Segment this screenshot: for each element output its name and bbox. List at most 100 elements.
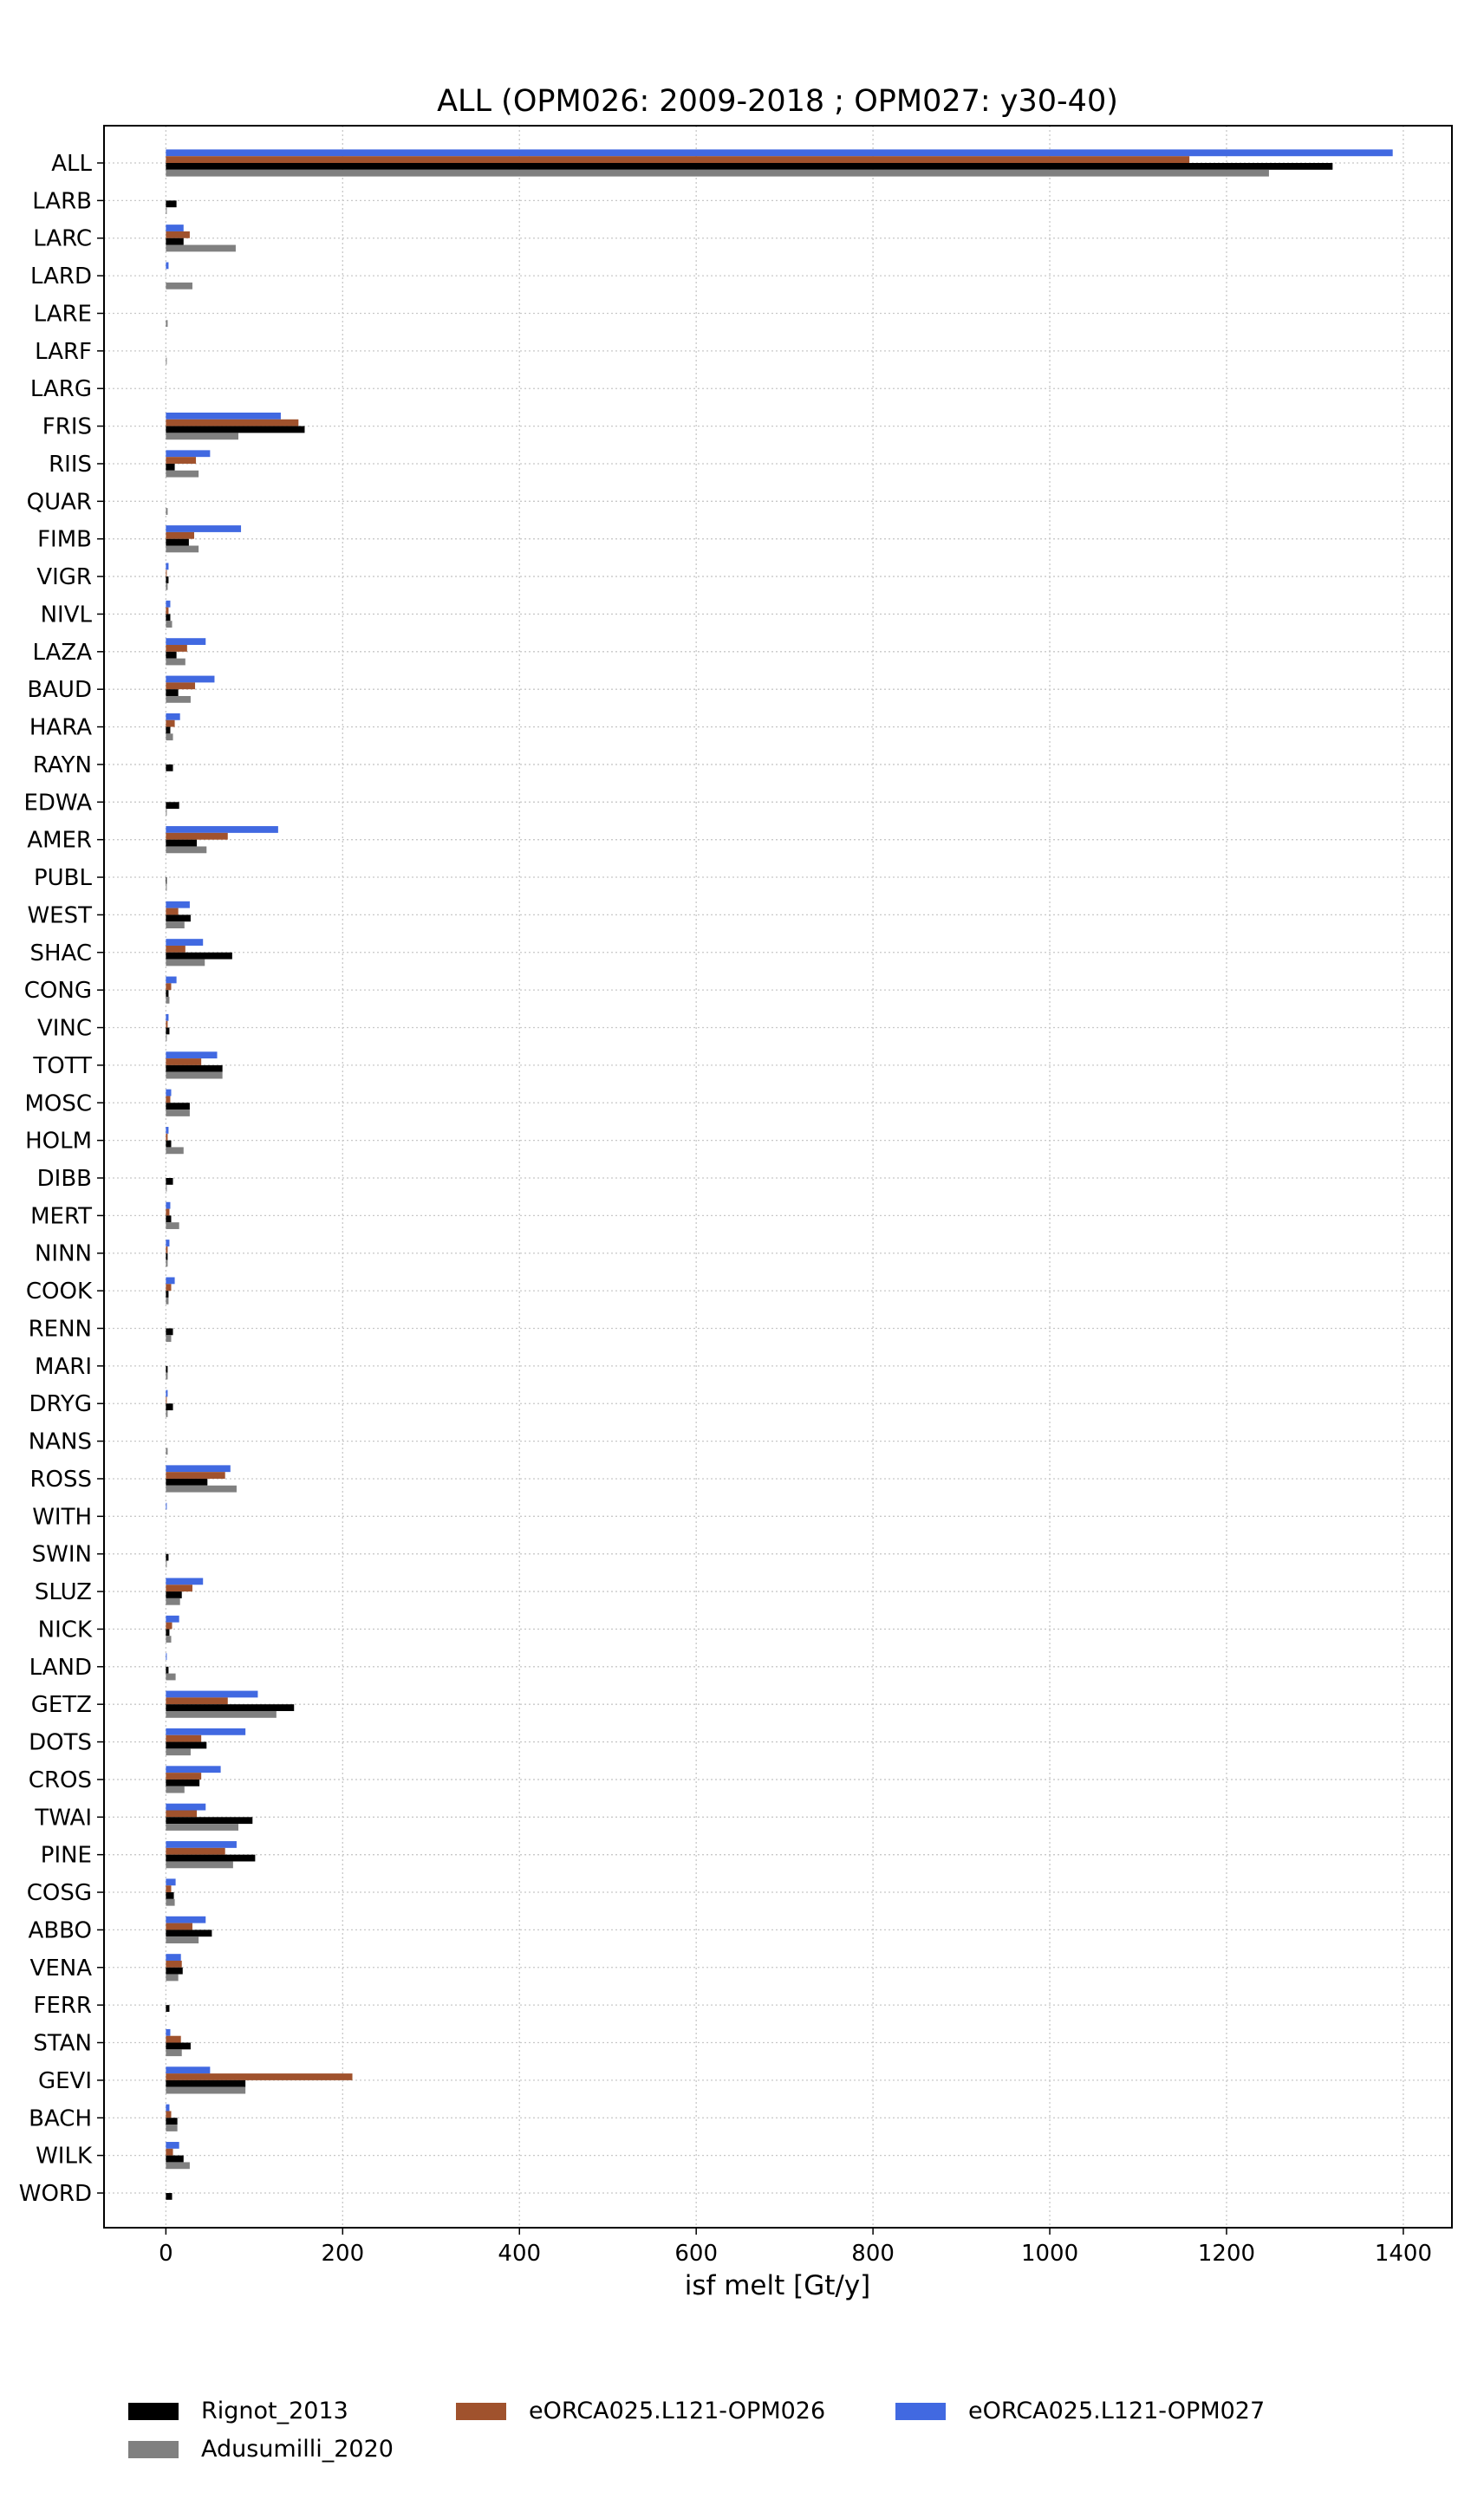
bar-cong-eorca025-l121-opm026 (166, 983, 172, 991)
bar-abbo-rignot-2013 (166, 1930, 212, 1937)
bar-fimb-eorca025-l121-opm026 (166, 531, 195, 539)
bar-laza-rignot-2013 (166, 651, 177, 659)
legend-label-opm027: eORCA025.L121-OPM027 (968, 2398, 1266, 2424)
bar-nick-adusumilli-2020 (166, 1636, 172, 1643)
bar-sluz-rignot-2013 (166, 1591, 182, 1598)
x-tick-label-1000: 1000 (1021, 2241, 1078, 2267)
bar-amer-rignot-2013 (166, 839, 198, 847)
y-tick-label-gevi: GEVI (38, 2068, 92, 2094)
bar-vena-rignot-2013 (166, 1967, 183, 1975)
bar-all-eorca025-l121-opm027 (166, 149, 1393, 157)
y-tick-label-tott: TOTT (32, 1053, 92, 1079)
bar-cook-adusumilli-2020 (166, 1297, 169, 1305)
bar-swin-rignot-2013 (166, 1553, 169, 1561)
bar-quar-adusumilli-2020 (166, 508, 168, 515)
bar-west-rignot-2013 (166, 914, 191, 922)
y-tick-label-bach: BACH (29, 2105, 92, 2131)
legend-swatch-opm027 (895, 2402, 946, 2420)
bar-nivl-rignot-2013 (166, 614, 171, 621)
bar-cros-eorca025-l121-opm027 (166, 1766, 221, 1773)
bar-cros-rignot-2013 (166, 1779, 200, 1786)
y-tick-label-ross: ROSS (29, 1467, 92, 1493)
bar-cros-eorca025-l121-opm026 (166, 1773, 202, 1780)
bar-fris-eorca025-l121-opm027 (166, 412, 281, 420)
bar-ninn-eorca025-l121-opm026 (166, 1246, 168, 1253)
bar-fimb-eorca025-l121-opm027 (166, 525, 242, 532)
bar-wilk-eorca025-l121-opm026 (166, 2148, 173, 2156)
bar-tott-eorca025-l121-opm027 (166, 1051, 218, 1059)
bar-larc-rignot-2013 (166, 238, 184, 245)
bar-pine-eorca025-l121-opm026 (166, 1847, 225, 1855)
bar-ninn-adusumilli-2020 (166, 1259, 168, 1267)
bar-west-eorca025-l121-opm027 (166, 901, 190, 908)
bar-wilk-rignot-2013 (166, 2155, 184, 2163)
bar-all-eorca025-l121-opm026 (166, 156, 1190, 163)
bar-gevi-rignot-2013 (166, 2079, 246, 2087)
bar-laza-eorca025-l121-opm026 (166, 645, 187, 652)
y-tick-label-getz: GETZ (31, 1692, 92, 1718)
y-tick-label-mari: MARI (35, 1354, 92, 1380)
y-tick-label-stan: STAN (33, 2031, 92, 2057)
chart-title: ALL (OPM026: 2009-2018 ; OPM027: y30-40) (437, 84, 1118, 119)
bar-nick-eorca025-l121-opm026 (166, 1622, 172, 1630)
bar-sluz-eorca025-l121-opm027 (166, 1578, 204, 1585)
y-tick-label-land: LAND (29, 1655, 92, 1681)
bar-shac-adusumilli-2020 (166, 959, 205, 966)
legend-item-adusumilli: Adusumilli_2020 (128, 2436, 394, 2463)
y-tick-label-lard: LARD (30, 264, 92, 290)
y-tick-label-pine: PINE (41, 1843, 92, 1869)
bar-stan-eorca025-l121-opm026 (166, 2035, 181, 2043)
bar-abbo-adusumilli-2020 (166, 1936, 199, 1944)
y-tick-label-wilk: WILK (36, 2144, 93, 2170)
bar-baud-eorca025-l121-opm027 (166, 675, 215, 683)
y-tick-label-larc: LARC (33, 226, 92, 252)
bar-nick-eorca025-l121-opm027 (166, 1615, 179, 1623)
bar-twai-rignot-2013 (166, 1817, 253, 1825)
y-tick-label-cosg: COSG (27, 1880, 92, 1906)
bar-ross-adusumilli-2020 (166, 1485, 237, 1493)
y-tick-label-nans: NANS (29, 1429, 92, 1455)
bar-holm-rignot-2013 (166, 1140, 172, 1148)
bar-ross-eorca025-l121-opm027 (166, 1465, 231, 1473)
bar-gevi-eorca025-l121-opm026 (166, 2073, 353, 2080)
bar-cosg-eorca025-l121-opm026 (166, 1885, 172, 1893)
bar-land-rignot-2013 (166, 1666, 169, 1674)
bar-ferr-rignot-2013 (166, 2005, 170, 2012)
bar-abbo-eorca025-l121-opm026 (166, 1923, 192, 1930)
bar-edwa-rignot-2013 (166, 802, 179, 810)
bar-nivl-eorca025-l121-opm027 (166, 600, 171, 608)
bar-tott-eorca025-l121-opm026 (166, 1058, 202, 1065)
bar-cros-adusumilli-2020 (166, 1786, 185, 1793)
bar-baud-rignot-2013 (166, 689, 179, 696)
bar-gevi-eorca025-l121-opm027 (166, 2066, 211, 2074)
bar-nivl-eorca025-l121-opm026 (166, 607, 169, 615)
bar-twai-adusumilli-2020 (166, 1824, 238, 1831)
x-axis: 0 200 400 600 800 1000 1200 1400 (159, 2228, 1432, 2267)
bar-mari-adusumilli-2020 (166, 1372, 168, 1380)
legend-item-rignot: Rignot_2013 (128, 2398, 348, 2424)
bar-laza-eorca025-l121-opm027 (166, 638, 206, 646)
bar-rayn-rignot-2013 (166, 764, 173, 771)
bar-shac-rignot-2013 (166, 952, 232, 960)
y-tick-label-nick: NICK (38, 1617, 93, 1643)
bar-cook-eorca025-l121-opm026 (166, 1284, 172, 1292)
bar-abbo-eorca025-l121-opm027 (166, 1916, 206, 1923)
bar-amer-eorca025-l121-opm027 (166, 826, 278, 833)
bar-ninn-rignot-2013 (166, 1253, 168, 1260)
bar-larb-rignot-2013 (166, 200, 177, 208)
legend-swatch-adusumilli (128, 2440, 179, 2458)
bar-dots-eorca025-l121-opm027 (166, 1728, 246, 1735)
bar-hara-eorca025-l121-opm027 (166, 713, 180, 720)
bar-mert-adusumilli-2020 (166, 1222, 179, 1229)
bars (166, 149, 1393, 2200)
bar-ross-rignot-2013 (166, 1478, 208, 1486)
bar-twai-eorca025-l121-opm027 (166, 1803, 206, 1811)
y-tick-label-west: WEST (27, 902, 92, 928)
legend-item-opm026: eORCA025.L121-OPM026 (456, 2398, 825, 2424)
bar-vinc-eorca025-l121-opm026 (166, 1020, 168, 1028)
legend-swatch-opm026 (456, 2402, 506, 2420)
bar-fimb-rignot-2013 (166, 538, 189, 546)
grid-lines (104, 126, 1452, 2228)
